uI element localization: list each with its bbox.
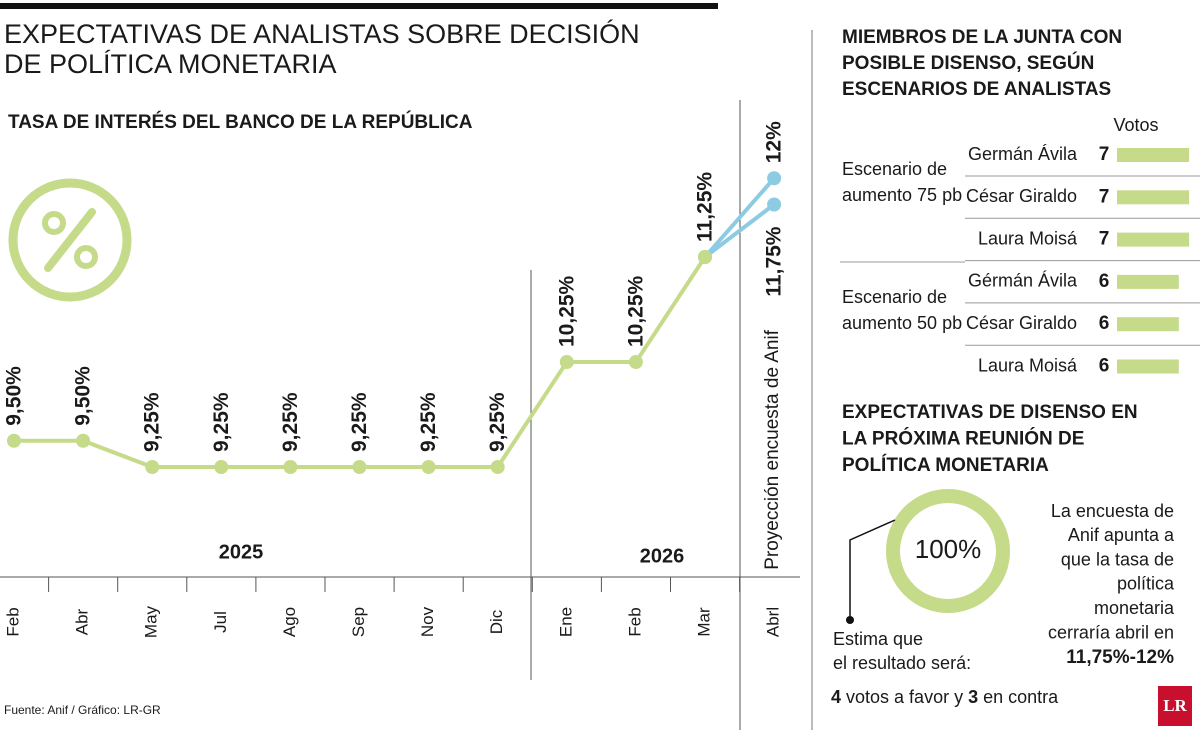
estimate-part: votos a favor y [846, 687, 963, 707]
line [703, 202, 776, 259]
value-label: 9,50% [3, 366, 26, 426]
note-text: Anif apunta a [1068, 525, 1175, 545]
votes-bar [1117, 317, 1179, 332]
x-tick-label: Abrl [764, 607, 783, 637]
votes-bar [1117, 359, 1179, 374]
value-label: 9,25% [348, 392, 371, 452]
period-label: 2025 [219, 541, 264, 563]
percent-icon [8, 178, 132, 302]
member-name: César Giraldo [966, 186, 1077, 206]
estimate-text: el resultado será: [833, 653, 971, 673]
scenario-label: aumento 75 pb [842, 185, 962, 205]
point [767, 171, 782, 186]
point [767, 197, 782, 212]
x-tick-label: Feb [3, 607, 22, 636]
value-label: 11,25% [694, 172, 717, 242]
x-tick-label: Ene [556, 607, 575, 637]
votes-value: 7 [1099, 229, 1110, 250]
page-title: DE POLÍTICA MONETARIA [4, 49, 337, 79]
value-label: 9,25% [210, 392, 233, 452]
value-label: 9,25% [141, 392, 164, 452]
value-label: 9,25% [279, 392, 302, 452]
x-tick-label: Nov [418, 606, 437, 637]
pointer-dot [846, 616, 854, 624]
member-name: César Giraldo [966, 313, 1077, 333]
votes-value: 6 [1099, 313, 1110, 334]
votes-value: 6 [1099, 356, 1110, 377]
x-tick-label: Jul [211, 611, 230, 633]
votes-value: 6 [1099, 271, 1110, 292]
donut-label: 100% [915, 534, 982, 564]
note-bold: 11,75%-12% [1066, 647, 1174, 668]
annotation: Proyección encuesta de Anif [762, 329, 783, 569]
page-title: EXPECTATIVAS DE ANALISTAS SOBRE DECISIÓN [4, 18, 640, 49]
votes-bar [1117, 148, 1190, 162]
section-title: ESCENARIOS DE ANALISTAS [842, 79, 1111, 100]
votes-value: 7 [1099, 144, 1110, 165]
scenario-label: Escenario de [842, 287, 947, 307]
note-text: política [1117, 574, 1175, 594]
point [352, 460, 367, 474]
member-name: Laura Moisá [978, 228, 1078, 248]
member-name: Germán Ávila [968, 144, 1078, 164]
section-title: POSIBLE DISENSO, SEGÚN [842, 52, 1094, 74]
x-tick-label: Ago [280, 607, 299, 637]
scenario-label: Escenario de [842, 159, 947, 179]
section-title: LA PRÓXIMA REUNIÓN DE [842, 428, 1084, 450]
estimate-part: 3 [968, 687, 978, 707]
votes-bar [1117, 232, 1190, 247]
value-label: 9,50% [72, 366, 95, 426]
votes-bar [1117, 274, 1179, 289]
note-text: que la tasa de [1061, 549, 1174, 569]
value-label: 9,25% [486, 392, 509, 452]
chart-title: TASA DE INTERÉS DEL BANCO DE LA REPÚBLIC… [8, 111, 473, 133]
value-label: 9,25% [417, 392, 440, 452]
votes-value: 7 [1099, 186, 1110, 207]
votes-header: Votos [1113, 115, 1158, 135]
point [76, 433, 91, 448]
value-label: 10,25% [555, 275, 578, 347]
member-name: Laura Moisá [978, 355, 1078, 375]
x-tick-label: Mar [694, 607, 713, 637]
point [214, 460, 229, 474]
estimate-part: en contra [983, 687, 1059, 707]
value-label: 10,25% [624, 275, 647, 347]
estimate-part: 4 [831, 687, 841, 707]
value-label: 12% [763, 121, 786, 163]
logo-text: LR [1163, 696, 1187, 715]
votes-bar [1117, 190, 1190, 205]
section-title: EXPECTATIVAS DE DISENSO EN [842, 402, 1138, 423]
point [698, 250, 712, 264]
member-name: Gérmán Ávila [968, 271, 1078, 291]
period-label: 2026 [640, 545, 685, 567]
point [7, 433, 21, 448]
x-tick-label: Abr [73, 608, 92, 635]
pointer [849, 519, 896, 620]
x-tick-label: Dic [487, 609, 506, 634]
point [421, 460, 436, 474]
point [628, 355, 643, 369]
line [703, 176, 776, 259]
scenario-label: aumento 50 pb [842, 313, 962, 333]
top-bar [0, 3, 718, 9]
point [490, 460, 505, 474]
point [283, 460, 298, 474]
x-tick-label: Feb [625, 607, 644, 636]
value-label: 11,75% [763, 226, 786, 296]
estimate-result: 4 votos a favor y 3 en contra [831, 687, 1059, 707]
point [145, 460, 160, 474]
point [559, 355, 574, 369]
note-text: cerraría abril en [1048, 622, 1174, 642]
donut-arc [886, 489, 1010, 613]
estimate-text: Estima que [833, 629, 923, 649]
note-text: La encuesta de [1051, 501, 1174, 521]
x-tick-label: May [142, 605, 161, 638]
x-tick-label: Sep [349, 607, 368, 637]
logo: LR [1158, 686, 1192, 726]
source: Fuente: Anif / Gráfico: LR-GR [4, 703, 161, 717]
note-text: monetaria [1094, 598, 1175, 618]
section-title: MIEMBROS DE LA JUNTA CON [842, 27, 1122, 48]
section-title: POLÍTICA MONETARIA [842, 454, 1049, 476]
